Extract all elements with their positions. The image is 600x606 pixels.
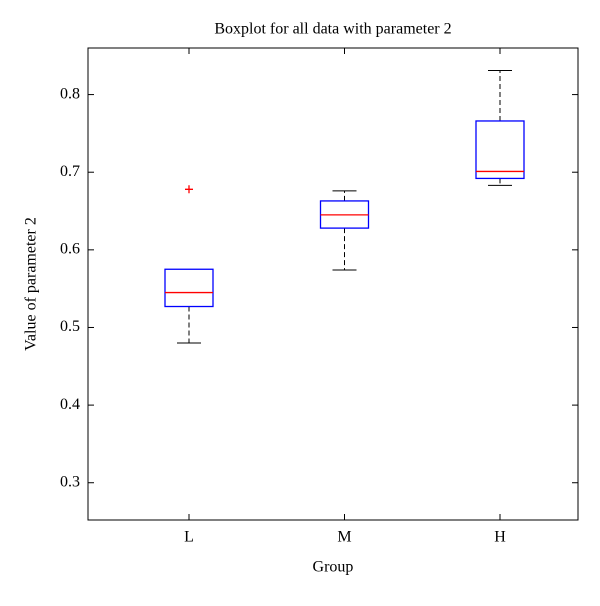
box <box>475 120 525 180</box>
y-tick-label: 0.6 <box>60 241 80 258</box>
y-tick-label: 0.5 <box>60 318 80 335</box>
x-axis-label: Group <box>313 559 354 576</box>
y-axis-label: Value of parameter 2 <box>23 217 40 351</box>
outlier <box>185 185 193 194</box>
x-tick-label: L <box>184 529 194 546</box>
plot-frame <box>87 47 579 521</box>
chart-title: Boxplot for all data with parameter 2 <box>214 21 451 38</box>
y-tick-label: 0.3 <box>60 473 80 490</box>
x-tick-label: M <box>337 529 351 546</box>
box <box>164 268 214 308</box>
y-tick-label: 0.4 <box>60 396 80 413</box>
y-tick-label: 0.7 <box>60 163 80 180</box>
x-tick-label: H <box>494 529 506 546</box>
y-tick-label: 0.8 <box>60 85 80 102</box>
